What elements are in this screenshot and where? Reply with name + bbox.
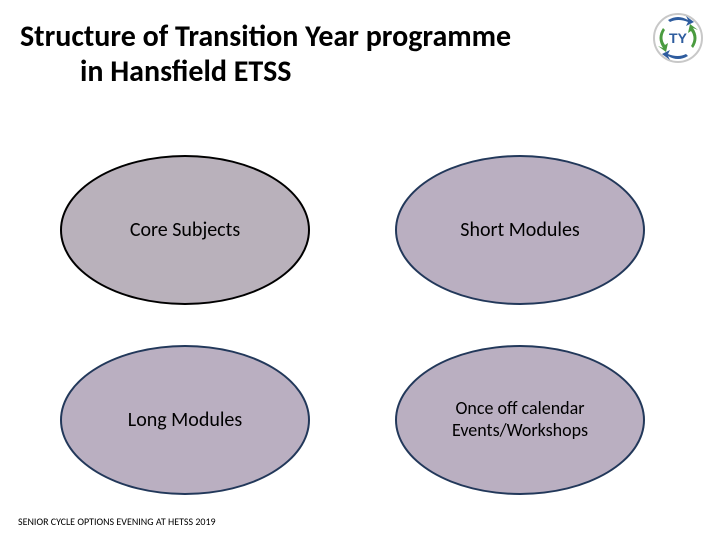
ellipse-long-modules: Long Modules [60,345,310,495]
ellipse-short-modules: Short Modules [395,155,645,305]
ellipse-once-off: Once off calendar Events/Workshops [395,345,645,495]
title-line2: in Hansfield ETSS [20,55,580,90]
ellipse-core-subjects: Core Subjects [60,155,310,305]
ty-logo-svg: TY [648,8,708,68]
ellipse-label: Long Modules [128,408,242,432]
svg-text:TY: TY [669,30,688,46]
ellipse-label: Short Modules [460,218,579,242]
footer-text: SENIOR CYCLE OPTIONS EVENING AT HETSS 20… [18,515,216,528]
title-line1: Structure of Transition Year programme [20,20,580,55]
ty-logo: TY [648,8,708,68]
ellipse-label: Once off calendar Events/Workshops [397,398,643,441]
ellipse-label: Core Subjects [130,218,240,242]
page-title: Structure of Transition Year programme i… [20,20,580,89]
